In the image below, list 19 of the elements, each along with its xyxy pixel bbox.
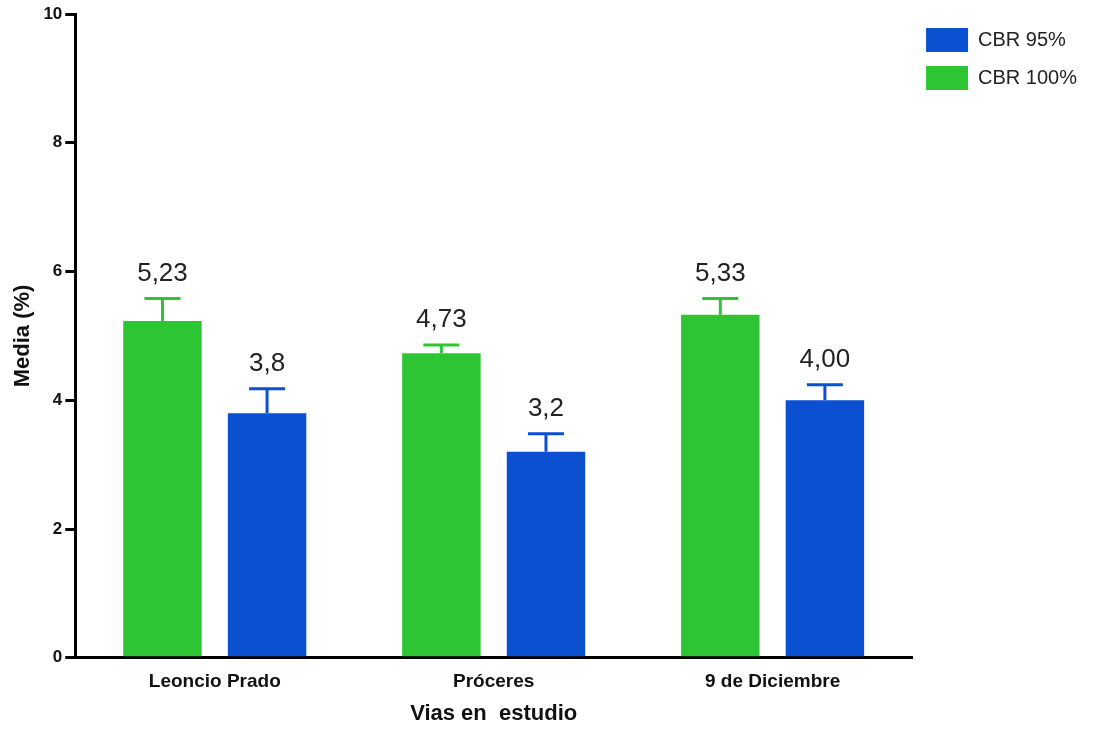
data-label: 5,33	[695, 256, 746, 287]
y-axis-title: Media (%)	[9, 284, 35, 388]
x-axis-title: Vias en estudio	[410, 699, 578, 725]
x-tick-label: Próceres	[453, 670, 535, 692]
y-tick-label: 4	[52, 389, 63, 409]
data-label: 4,73	[416, 303, 467, 334]
x-tick-label: 9 de Diciembre	[705, 670, 841, 692]
y-tick-label: 6	[52, 261, 63, 281]
data-label: 4,00	[799, 343, 851, 373]
data-label: 3,2	[527, 391, 565, 422]
y-tick-label: 0	[52, 647, 63, 667]
legend-label: CBR 95%	[978, 27, 1067, 50]
y-tick-label: 10	[43, 3, 63, 23]
x-tick-label: Leoncio Prado	[148, 670, 281, 692]
legend-label: CBR 100%	[978, 65, 1078, 88]
y-tick-label: 2	[52, 518, 63, 538]
data-label: 3,8	[248, 346, 286, 377]
data-label: 5,23	[137, 256, 188, 287]
y-tick-label: 8	[52, 132, 63, 152]
